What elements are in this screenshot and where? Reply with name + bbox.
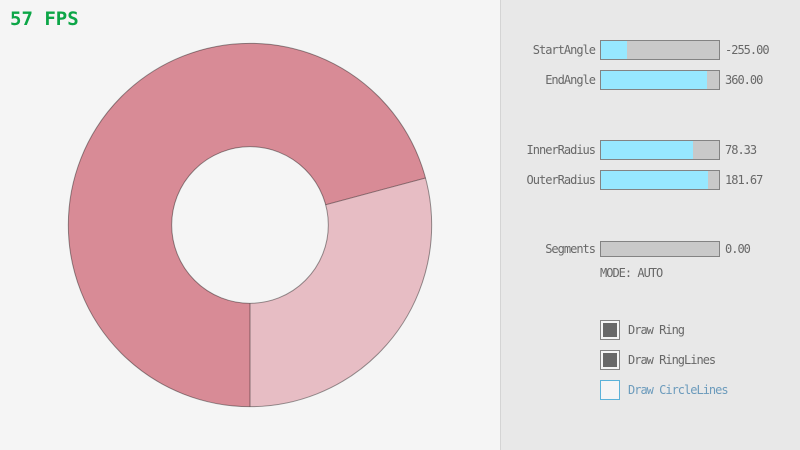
checkmark-icon bbox=[603, 353, 617, 367]
control-panel: StartAngle -255.00 EndAngle 360.00 Inner… bbox=[500, 0, 800, 450]
draw-ring-label: Draw Ring bbox=[628, 323, 685, 337]
draw-circlelines-checkbox[interactable] bbox=[600, 380, 620, 400]
segments-label: Segments bbox=[545, 242, 596, 256]
startangle-value: -255.00 bbox=[725, 43, 770, 57]
outerradius-slider-fill bbox=[601, 171, 709, 189]
outerradius-value: 181.67 bbox=[725, 173, 763, 187]
checkmark-icon bbox=[603, 323, 617, 337]
startangle-label: StartAngle bbox=[532, 43, 596, 57]
ring-sector-single-covered bbox=[250, 177, 432, 407]
innerradius-value: 78.33 bbox=[725, 143, 757, 157]
checkbox-row-draw-ring: Draw Ring bbox=[500, 320, 800, 340]
endangle-value: 360.00 bbox=[725, 73, 763, 87]
draw-ring-checkbox[interactable] bbox=[600, 320, 620, 340]
slider-row-innerradius: InnerRadius 78.33 bbox=[500, 140, 800, 160]
outerradius-label: OuterRadius bbox=[526, 173, 596, 187]
segments-value: 0.00 bbox=[725, 242, 751, 256]
endangle-sliderbar[interactable] bbox=[600, 70, 720, 90]
ring-canvas bbox=[67, 42, 433, 408]
ring-sector-double-covered bbox=[68, 43, 426, 407]
startangle-sliderbar[interactable] bbox=[600, 40, 720, 60]
endangle-label: EndAngle bbox=[545, 73, 596, 87]
innerradius-sliderbar[interactable] bbox=[600, 140, 720, 160]
slider-row-endangle: EndAngle 360.00 bbox=[500, 70, 800, 90]
draw-ringlines-checkbox[interactable] bbox=[600, 350, 620, 370]
panel-divider bbox=[500, 0, 501, 450]
ring-radial-line bbox=[325, 177, 426, 206]
fps-counter: 57 FPS bbox=[10, 8, 79, 30]
segments-sliderbar[interactable] bbox=[600, 241, 720, 257]
endangle-slider-fill bbox=[601, 71, 708, 89]
draw-circlelines-label: Draw CircleLines bbox=[628, 383, 729, 397]
slider-row-segments: Segments 0.00 bbox=[500, 241, 800, 257]
innerradius-slider-fill bbox=[601, 141, 694, 159]
checkbox-row-draw-circlelines: Draw CircleLines bbox=[500, 380, 800, 400]
innerradius-label: InnerRadius bbox=[526, 143, 596, 157]
draw-ringlines-label: Draw RingLines bbox=[628, 353, 716, 367]
ring-outer-outline bbox=[67, 42, 433, 408]
mode-text: MODE: AUTO bbox=[600, 266, 663, 280]
slider-row-outerradius: OuterRadius 181.67 bbox=[500, 170, 800, 190]
startangle-slider-fill bbox=[601, 41, 627, 59]
checkbox-row-draw-ringlines: Draw RingLines bbox=[500, 350, 800, 370]
ring-inner-outline bbox=[171, 146, 329, 304]
outerradius-sliderbar[interactable] bbox=[600, 170, 720, 190]
slider-row-startangle: StartAngle -255.00 bbox=[500, 40, 800, 60]
